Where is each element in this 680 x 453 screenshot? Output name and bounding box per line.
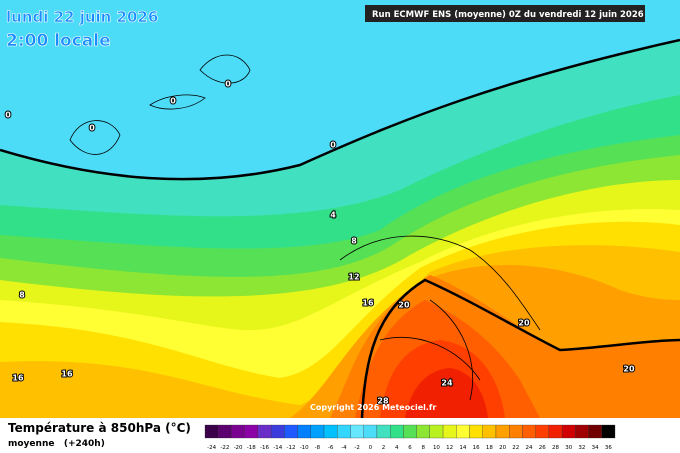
color-swatch (509, 424, 523, 439)
color-swatch (482, 424, 497, 439)
isotherm (360, 278, 680, 419)
copyright: Copyright 2026 Meteociel.fr (310, 403, 436, 412)
scale-label: 24 (526, 445, 533, 451)
color-swatch (416, 424, 430, 439)
contour-label: 0 (225, 80, 231, 89)
legend-title: Température à 850hPa (°C) (8, 421, 191, 435)
color-swatch (257, 424, 272, 439)
contour-label: 0 (330, 141, 336, 150)
scale-label: 30 (565, 445, 572, 451)
color-swatch (284, 424, 298, 439)
scale-label: -22 (220, 445, 229, 451)
scale-label: 4 (395, 445, 399, 451)
scale-label: -20 (234, 445, 243, 451)
color-swatch (204, 424, 219, 439)
contour-label: 0 (170, 97, 176, 106)
coastline (69, 54, 541, 401)
scale-label: 16 (473, 445, 480, 451)
color-swatch (323, 424, 338, 439)
scale-label: 12 (446, 445, 453, 451)
contour-label: 20 (398, 301, 410, 310)
scale-label: -18 (247, 445, 256, 451)
scale-label: 26 (539, 445, 546, 451)
scale-label: 0 (369, 445, 373, 451)
scale-label: 14 (459, 445, 466, 451)
scale-label: -6 (328, 445, 334, 451)
scale-label: 2 (382, 445, 386, 451)
color-swatch (442, 424, 457, 439)
color-swatch (429, 424, 444, 439)
contour-label: 0 (89, 124, 95, 133)
date: lundi 22 juin 2026 (6, 8, 158, 26)
scale-label: -4 (341, 445, 347, 451)
contour-label: 16 (12, 374, 24, 383)
color-swatch (469, 424, 483, 439)
color-swatch (270, 424, 285, 439)
scale-label: 36 (605, 445, 612, 451)
color-swatch (561, 424, 576, 439)
scale-label: 10 (433, 445, 440, 451)
color-swatch (363, 424, 378, 439)
contour-label: 16 (362, 299, 374, 308)
color-swatch (495, 424, 510, 439)
scale-label: -16 (260, 445, 269, 451)
contour-label: 20 (623, 365, 635, 374)
contour-label: 8 (351, 237, 357, 246)
color-swatch (522, 424, 536, 439)
map (0, 0, 680, 419)
color-swatch (310, 424, 325, 439)
colorbar: -24 -22 -20 -18 -16 -14 -12 -10 -8 -6 -4 -2 0 2 4 6 8 10 1… (204, 424, 616, 451)
scale-label: 28 (552, 445, 559, 451)
contour-label: 8 (19, 291, 25, 300)
contour-label: 24 (441, 379, 453, 388)
contour-label: 28 (377, 397, 389, 406)
scale-label: 32 (578, 445, 585, 451)
contour-labels: 0 0 0 0 0 4 8 8 12 16 16 16 20 20 20 24 28 (4, 79, 636, 407)
run-info: Run ECMWF ENS (moyenne) 0Z du vendredi 1… (372, 10, 644, 20)
scale-label: -2 (354, 445, 359, 451)
color-swatch (535, 424, 550, 439)
contour-label: 0 (5, 111, 11, 120)
scale-label: 34 (592, 445, 599, 451)
color-swatch (218, 424, 232, 439)
contour-label: 12 (348, 273, 359, 282)
scale-label: -10 (300, 445, 309, 451)
scale-label: 18 (486, 445, 493, 451)
time: 2:00 locale (6, 31, 111, 51)
scale-label: 22 (512, 445, 519, 451)
color-swatch (456, 424, 470, 439)
color-swatch (390, 424, 404, 439)
color-swatch (588, 424, 602, 439)
scale-label: -12 (286, 445, 295, 451)
color-swatch (297, 424, 311, 439)
scale-label: 20 (499, 445, 506, 451)
color-swatch (403, 424, 417, 439)
contour-label: 4 (330, 211, 336, 220)
contour-label: 20 (518, 319, 530, 328)
legend-subtitle: moyenne (+240h) (8, 439, 105, 449)
scale-label: -14 (273, 445, 282, 451)
color-swatch (601, 424, 616, 439)
color-swatch (337, 424, 351, 439)
color-swatch (350, 424, 364, 439)
contour-label: 16 (61, 370, 73, 379)
scale-label: 8 (421, 445, 425, 451)
band (405, 368, 488, 418)
color-swatch (575, 424, 589, 439)
run-box (365, 5, 645, 22)
color-swatch (244, 424, 259, 439)
color-swatch (548, 424, 563, 439)
isotherm (0, 38, 680, 181)
color-swatch (231, 424, 245, 439)
color-swatch (376, 424, 391, 439)
scale-label: -24 (207, 445, 216, 451)
scale-label: 6 (408, 445, 412, 451)
scale-label: -8 (315, 445, 321, 451)
